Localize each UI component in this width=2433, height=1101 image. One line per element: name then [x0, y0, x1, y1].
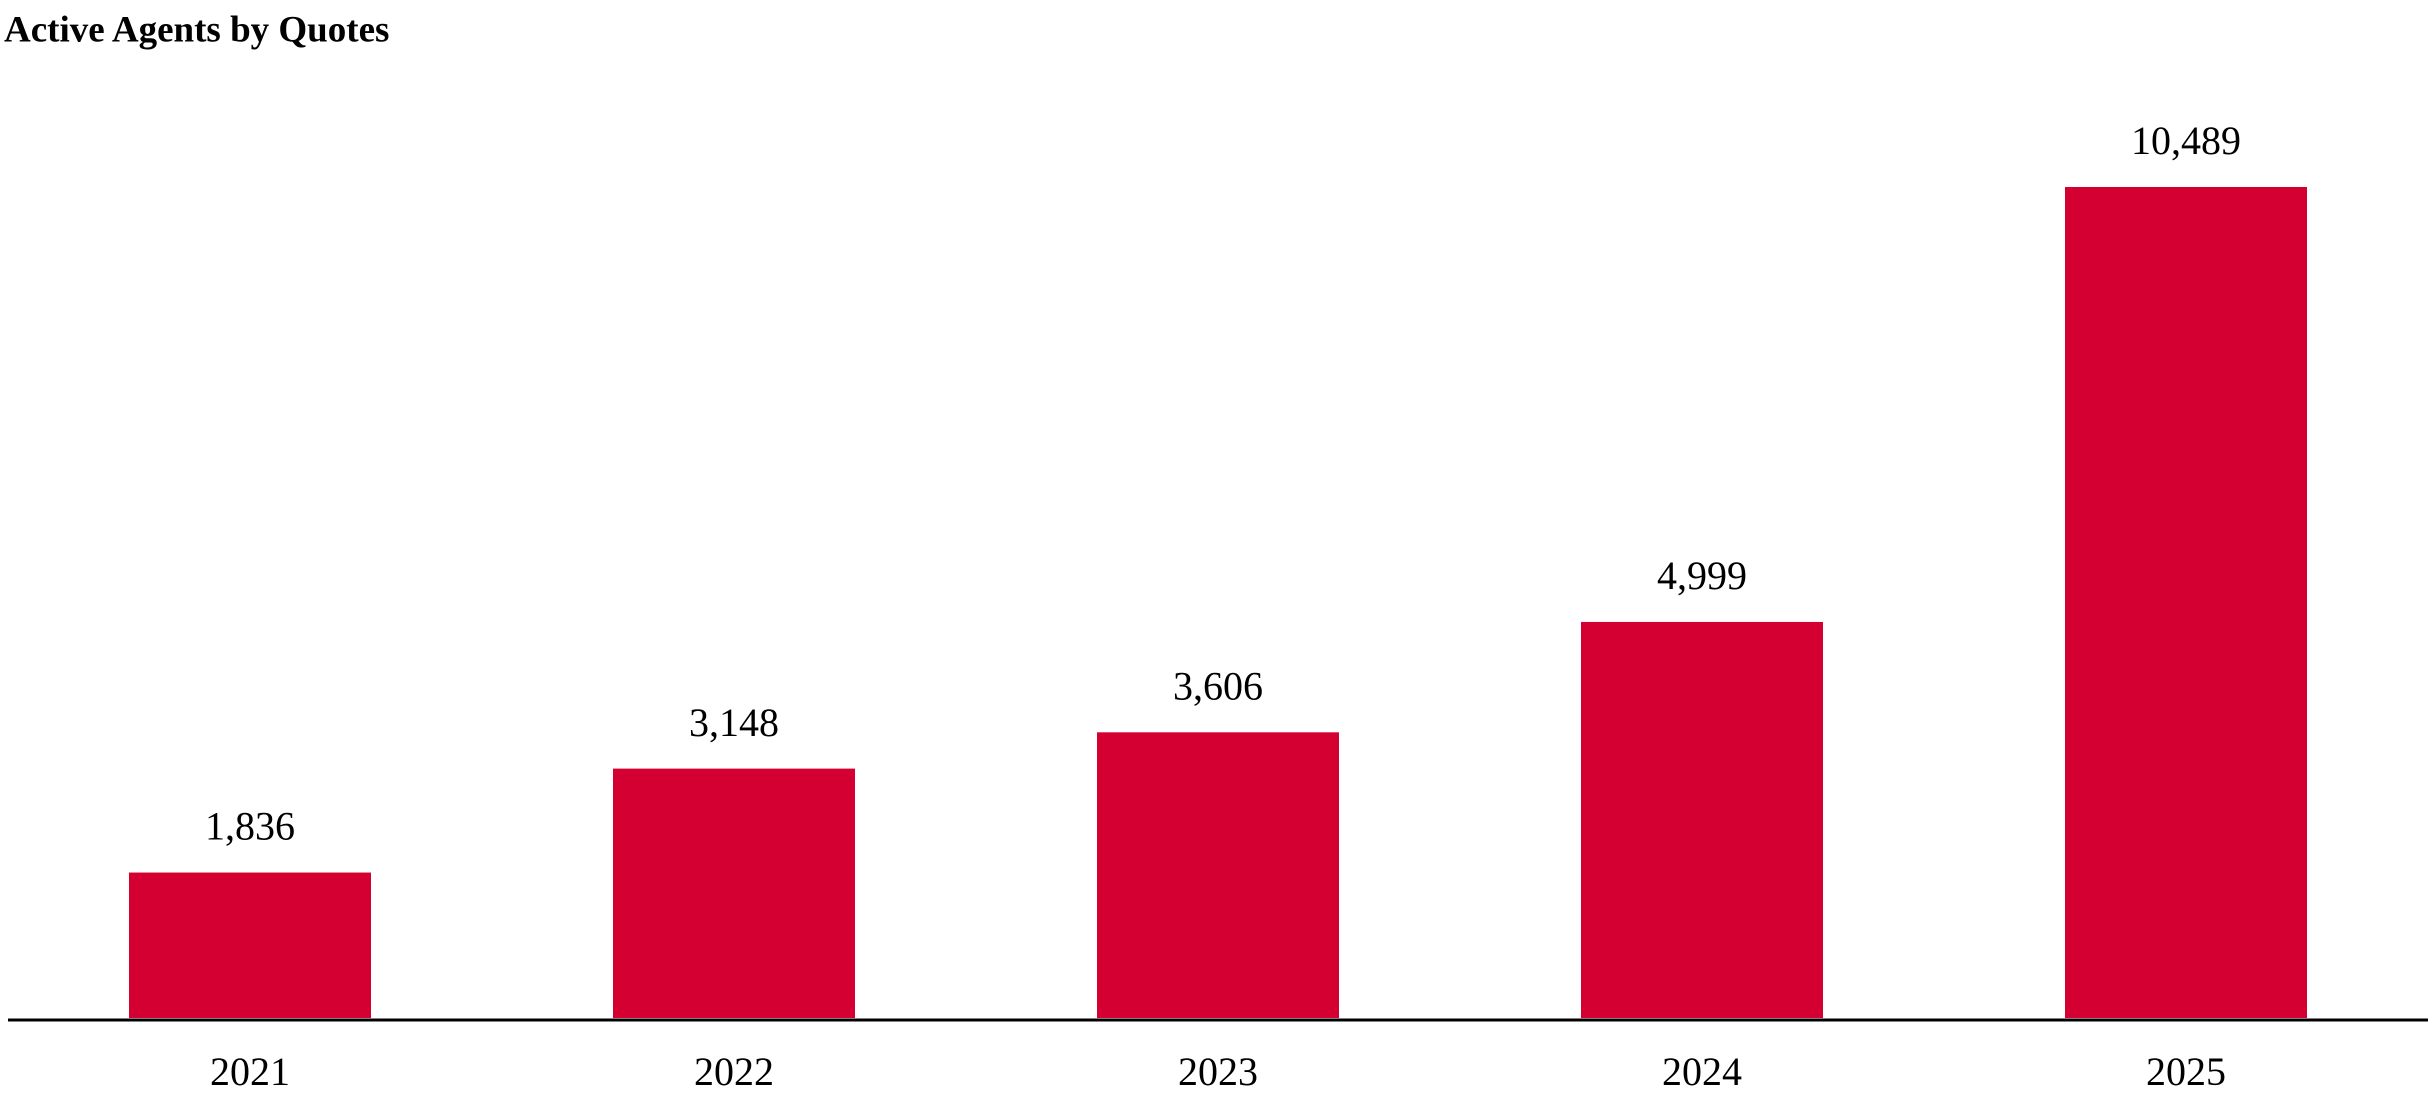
- value-label: 3,148: [689, 700, 779, 745]
- bar: [1097, 732, 1339, 1018]
- bar: [129, 872, 371, 1018]
- value-label: 4,999: [1657, 553, 1747, 598]
- x-tick-label: 2025: [2146, 1049, 2226, 1094]
- x-tick-label: 2023: [1178, 1049, 1258, 1094]
- chart-title: Active Agents by Quotes: [4, 9, 389, 50]
- x-tick-label: 2022: [694, 1049, 774, 1094]
- x-tick-label: 2021: [210, 1049, 290, 1094]
- bar: [613, 768, 855, 1018]
- value-label: 3,606: [1173, 663, 1263, 708]
- value-label: 1,836: [205, 804, 295, 849]
- bar: [2065, 187, 2307, 1018]
- value-label: 10,489: [2131, 118, 2241, 163]
- bar: [1581, 621, 1823, 1018]
- x-tick-label: 2024: [1662, 1049, 1742, 1094]
